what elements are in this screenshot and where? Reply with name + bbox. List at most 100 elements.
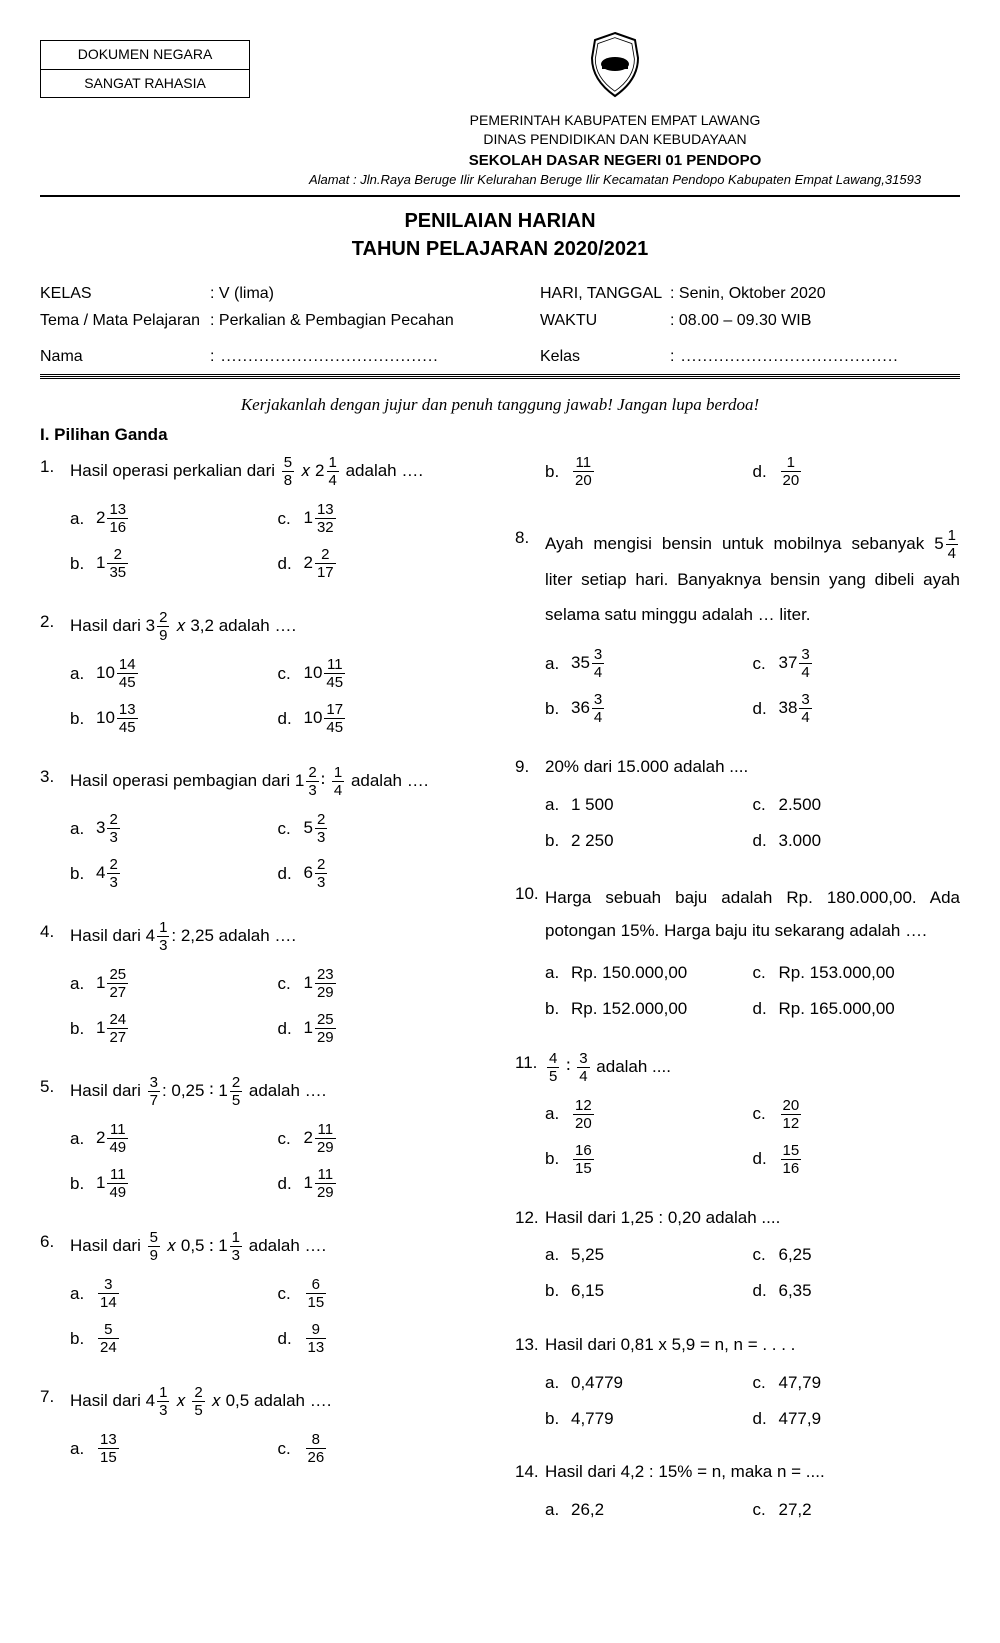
question-5: 5. Hasil dari 37: 0,25 ∶ 125 adalah …. a… <box>40 1075 485 1212</box>
q6-opt-d: d.913 <box>278 1322 486 1355</box>
q14-opt-a: a.26,2 <box>545 1498 753 1522</box>
q1-opt-b: b.1235 <box>70 547 278 580</box>
question-7: 7. Hasil dari 413 𝑥 25 𝑥 0,5 adalah …. a… <box>40 1385 485 1477</box>
q11-number: 11. <box>515 1051 545 1188</box>
question-11: 11. 45 ∶ 34 adalah .... a.1220 b.1615 c.… <box>515 1051 960 1188</box>
q6-opt-b: b.524 <box>70 1322 278 1355</box>
q1-opt-c: c.11332 <box>278 502 486 535</box>
header-center: PEMERINTAH KABUPATEN EMPAT LAWANG DINAS … <box>270 30 960 189</box>
left-column: 1. Hasil operasi perkalian dari 58 𝑥 214… <box>40 455 485 1552</box>
document-classification-box: DOKUMEN NEGARA SANGAT RAHASIA <box>40 40 250 98</box>
q7-opt-a: a.1315 <box>70 1432 278 1465</box>
meta-row-1: KELAS: V (lima) HARI, TANGGAL: Senin, Ok… <box>40 283 960 305</box>
assessment-title: PENILAIAN HARIAN TAHUN PELAJARAN 2020/20… <box>40 207 960 263</box>
question-10: 10. Harga sebuah baju adalah Rp. 180.000… <box>515 882 960 1032</box>
q10-opt-a: a.Rp. 150.000,00 <box>545 961 753 985</box>
q6-number: 6. <box>40 1230 70 1367</box>
q3-opt-a: a.323 <box>70 812 278 845</box>
q2-opt-d: d.101745 <box>278 702 486 735</box>
hari-label: HARI, TANGGAL <box>540 283 670 305</box>
instruction-text: Kerjakanlah dengan jujur dan penuh tangg… <box>40 393 960 417</box>
school-address: Alamat : Jln.Raya Beruge Ilir Kelurahan … <box>270 171 960 189</box>
q10-opt-c: c.Rp. 153.000,00 <box>753 961 961 985</box>
q12-opt-a: a.5,25 <box>545 1243 753 1267</box>
q4-stem: Hasil dari 413: 2,25 adalah …. <box>70 920 485 953</box>
q3-opt-c: c.523 <box>278 812 486 845</box>
q7-stem: Hasil dari 413 𝑥 25 𝑥 0,5 adalah …. <box>70 1385 485 1418</box>
title-line1: PENILAIAN HARIAN <box>40 207 960 235</box>
q7-opt-d: d.120 <box>753 455 961 488</box>
doc-box-line1: DOKUMEN NEGARA <box>41 41 249 70</box>
q6-opt-a: a.314 <box>70 1277 278 1310</box>
meta-row-3: Nama: ..................................… <box>40 346 960 368</box>
q14-number: 14. <box>515 1460 545 1534</box>
q7-number: 7. <box>40 1385 70 1477</box>
header-rule <box>40 195 960 197</box>
title-line2: TAHUN PELAJARAN 2020/2021 <box>40 235 960 263</box>
q5-stem: Hasil dari 37: 0,25 ∶ 125 adalah …. <box>70 1075 485 1108</box>
q14-opt-c: c.27,2 <box>753 1498 961 1522</box>
q9-number: 9. <box>515 755 545 864</box>
question-12: 12. Hasil dari 1,25 : 0,20 adalah .... a… <box>515 1206 960 1315</box>
tema-value: : Perkalian & Pembagian Pecahan <box>210 310 454 332</box>
q10-stem: Harga sebuah baju adalah Rp. 180.000,00.… <box>545 882 960 947</box>
q2-stem: Hasil dari 329 𝑥 3,2 adalah …. <box>70 610 485 643</box>
q11-stem: 45 ∶ 34 adalah .... <box>545 1051 960 1084</box>
q9-opt-d: d.3.000 <box>753 829 961 853</box>
q8-number: 8. <box>515 526 545 737</box>
right-column: b.1120 d.120 8. Ayah mengisi bensin untu… <box>515 455 960 1552</box>
q3-opt-b: b.423 <box>70 857 278 890</box>
q8-opt-d: d.3834 <box>753 692 961 725</box>
questions-columns: 1. Hasil operasi perkalian dari 58 𝑥 214… <box>40 455 960 1552</box>
q12-number: 12. <box>515 1206 545 1315</box>
question-4: 4. Hasil dari 413: 2,25 adalah …. a.1252… <box>40 920 485 1057</box>
question-8: 8. Ayah mengisi bensin untuk mobilnya se… <box>515 526 960 737</box>
meta-rule <box>40 374 960 379</box>
doc-box-line2: SANGAT RAHASIA <box>41 70 249 98</box>
q1-opt-a: a.21316 <box>70 502 278 535</box>
q9-stem: 20% dari 15.000 adalah .... <box>545 755 960 779</box>
q12-opt-b: b.6,15 <box>545 1279 753 1303</box>
q8-stem: Ayah mengisi bensin untuk mobilnya seban… <box>545 526 960 633</box>
q4-opt-d: d.12529 <box>278 1012 486 1045</box>
q4-opt-a: a.12527 <box>70 967 278 1000</box>
q10-number: 10. <box>515 882 545 1032</box>
q3-stem: Hasil operasi pembagian dari 123∶ 14 ada… <box>70 765 485 798</box>
question-2: 2. Hasil dari 329 𝑥 3,2 adalah …. a.1014… <box>40 610 485 747</box>
q7-opt-b: b.1120 <box>545 455 753 488</box>
q11-opt-c: c.2012 <box>753 1098 961 1131</box>
q11-opt-a: a.1220 <box>545 1098 753 1131</box>
q13-opt-c: c.47,79 <box>753 1371 961 1395</box>
q10-opt-d: d.Rp. 165.000,00 <box>753 997 961 1021</box>
q13-opt-a: a.0,4779 <box>545 1371 753 1395</box>
kelas2-blank: : ......................................… <box>670 346 899 368</box>
gov-line1: PEMERINTAH KABUPATEN EMPAT LAWANG <box>270 111 960 131</box>
gov-line2: DINAS PENDIDIKAN DAN KEBUDAYAAN <box>270 130 960 150</box>
hari-value: : Senin, Oktober 2020 <box>670 283 826 305</box>
q8-opt-b: b.3634 <box>545 692 753 725</box>
kelas-value: : V (lima) <box>210 283 274 305</box>
header-row: DOKUMEN NEGARA SANGAT RAHASIA PEMERINTAH… <box>40 30 960 189</box>
q3-number: 3. <box>40 765 70 902</box>
q5-opt-c: c.21129 <box>278 1122 486 1155</box>
q3-opt-d: d.623 <box>278 857 486 890</box>
q10-opt-b: b.Rp. 152.000,00 <box>545 997 753 1021</box>
kelas-label: KELAS <box>40 283 210 305</box>
q1-number: 1. <box>40 455 70 592</box>
kelas2-label: Kelas <box>540 346 670 368</box>
q8-opt-c: c.3734 <box>753 647 961 680</box>
q4-opt-c: c.12329 <box>278 967 486 1000</box>
q13-opt-d: d.477,9 <box>753 1407 961 1431</box>
q9-opt-a: a.1 500 <box>545 793 753 817</box>
question-6: 6. Hasil dari 59 𝑥 0,5 ∶ 113 adalah …. a… <box>40 1230 485 1367</box>
question-9: 9. 20% dari 15.000 adalah .... a.1 500 b… <box>515 755 960 864</box>
q13-number: 13. <box>515 1333 545 1442</box>
q4-number: 4. <box>40 920 70 1057</box>
q2-opt-a: a.101445 <box>70 657 278 690</box>
question-1: 1. Hasil operasi perkalian dari 58 𝑥 214… <box>40 455 485 592</box>
q8-opt-a: a.3534 <box>545 647 753 680</box>
q9-opt-c: c.2.500 <box>753 793 961 817</box>
q13-stem: Hasil dari 0,81 x 5,9 = n, n = . . . . <box>545 1333 960 1357</box>
tema-label: Tema / Mata Pelajaran <box>40 310 210 332</box>
q5-opt-d: d.11129 <box>278 1167 486 1200</box>
